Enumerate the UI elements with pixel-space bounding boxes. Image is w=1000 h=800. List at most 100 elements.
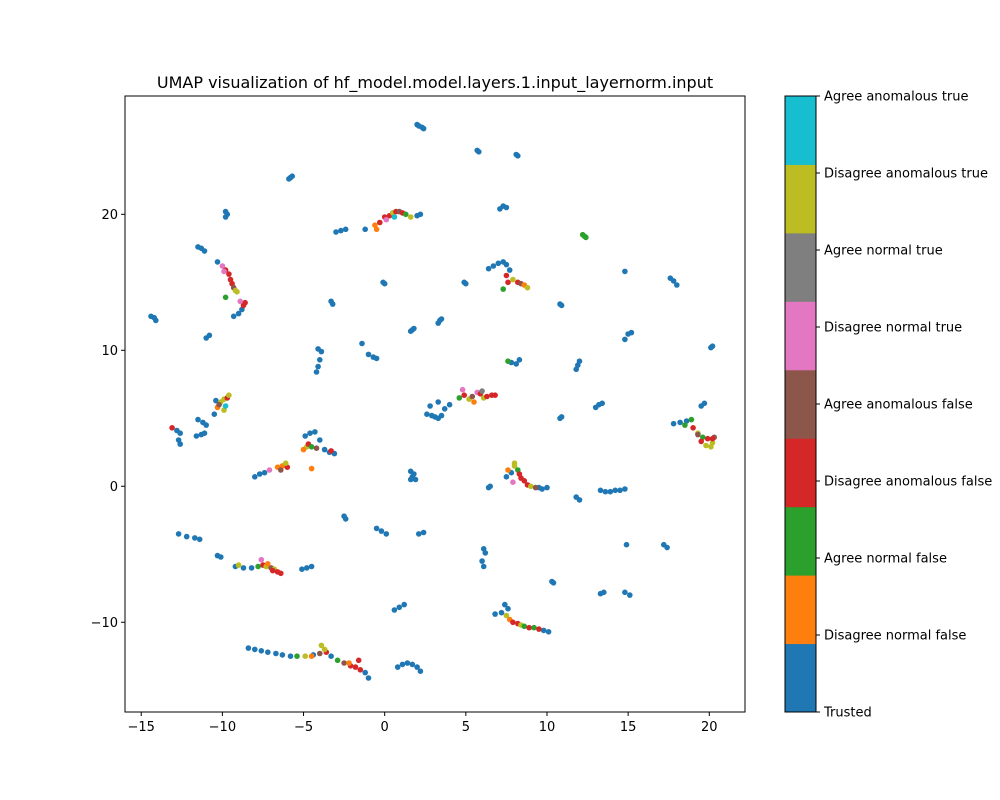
data-point-trusted <box>544 484 550 491</box>
data-point-trusted <box>153 317 159 324</box>
data-point-trusted <box>252 646 258 653</box>
data-point-trusted <box>404 660 411 666</box>
x-tick-label: 15 <box>620 720 637 735</box>
data-point-disagree-anomalous-true <box>234 289 240 295</box>
data-point-disagree-normal-false <box>308 653 315 659</box>
data-point-trusted <box>317 437 323 443</box>
data-point-trusted <box>599 400 605 407</box>
data-point-disagree-anomalous-false <box>242 299 248 306</box>
data-point-trusted <box>365 351 372 358</box>
data-point-trusted <box>211 411 218 418</box>
data-point-disagree-anomalous-true <box>524 284 531 291</box>
data-point-disagree-anomalous-false <box>278 570 284 577</box>
data-point-trusted <box>365 675 372 681</box>
data-point-agree-normal-false <box>521 623 528 630</box>
data-point-disagree-anomalous-true <box>511 460 518 467</box>
data-point-disagree-normal-false <box>346 660 352 666</box>
data-point-trusted <box>607 488 614 495</box>
data-point-trusted <box>622 589 628 596</box>
data-point-agree-anomalous-false <box>341 660 347 666</box>
data-point-trusted <box>698 403 704 409</box>
data-point-disagree-anomalous-false <box>698 438 704 445</box>
data-point-disagree-normal-false <box>373 226 380 233</box>
data-point-trusted <box>201 248 208 254</box>
data-point-trusted <box>383 531 390 537</box>
colorbar-label: Agree normal true <box>824 244 943 259</box>
data-point-trusted <box>503 474 510 480</box>
colorbar-segment <box>785 96 816 165</box>
data-point-trusted <box>480 563 487 570</box>
data-point-disagree-anomalous-false <box>505 279 511 286</box>
data-point-trusted <box>446 401 453 408</box>
data-point-trusted <box>576 497 583 503</box>
data-point-disagree-anomalous-false <box>269 567 276 574</box>
data-point-trusted <box>612 487 618 494</box>
data-point-disagree-anomalous-true <box>528 483 534 490</box>
data-point-trusted <box>420 125 427 132</box>
data-point-trusted <box>539 486 545 492</box>
data-point-disagree-anomalous-true <box>703 442 709 449</box>
data-point-disagree-anomalous-false <box>503 272 510 279</box>
data-point-trusted <box>597 487 604 494</box>
data-point-disagree-anomalous-false <box>357 667 364 673</box>
data-point-trusted <box>313 369 320 375</box>
data-point-trusted <box>362 669 369 676</box>
data-point-trusted <box>417 211 424 218</box>
data-point-disagree-anomalous-false <box>516 471 523 477</box>
data-point-trusted <box>482 550 489 556</box>
data-point-trusted <box>411 325 417 332</box>
chart-title: UMAP visualization of hf_model.model.lay… <box>157 73 713 93</box>
data-point-trusted <box>373 355 380 362</box>
data-point-trusted <box>515 153 521 159</box>
data-point-trusted <box>183 533 190 540</box>
colorbar-label: Disagree normal true <box>824 321 962 336</box>
data-point-disagree-normal-false <box>308 465 315 472</box>
data-point-agree-anomalous-false <box>317 650 323 657</box>
data-point-trusted <box>245 645 252 651</box>
data-point-trusted <box>222 208 229 215</box>
data-point-trusted <box>338 227 344 234</box>
data-point-disagree-normal-true <box>266 467 273 473</box>
data-point-trusted <box>289 173 296 179</box>
y-tick-label: 0 <box>110 480 118 495</box>
data-point-agree-normal-false <box>505 358 511 365</box>
data-point-disagree-anomalous-true <box>318 642 325 649</box>
colorbar-segment <box>785 301 816 371</box>
data-point-trusted <box>622 268 628 275</box>
data-point-disagree-normal-true <box>221 268 227 275</box>
data-point-disagree-anomalous-false <box>704 435 711 442</box>
data-point-trusted <box>550 580 557 586</box>
data-point-trusted <box>664 544 670 551</box>
data-point-trusted <box>622 486 628 492</box>
data-point-agree-anomalous-false <box>469 393 476 400</box>
data-point-disagree-normal-false <box>505 467 511 473</box>
data-point-agree-normal-false <box>294 653 300 659</box>
data-point-trusted <box>540 627 547 634</box>
data-point-trusted <box>396 604 403 611</box>
data-point-disagree-anomalous-false <box>352 664 359 670</box>
data-point-disagree-anomalous-false <box>709 435 716 442</box>
x-tick-label: 10 <box>539 720 556 735</box>
data-point-trusted <box>435 399 442 405</box>
colorbar-segment <box>785 438 816 508</box>
data-point-disagree-anomalous-false <box>690 425 696 431</box>
data-point-agree-normal-false <box>456 395 463 401</box>
data-point-disagree-anomalous-false <box>169 425 175 431</box>
data-point-disagree-normal-true <box>510 479 516 486</box>
data-point-trusted <box>391 607 398 613</box>
data-point-agree-normal-false <box>334 657 341 664</box>
data-point-agree-normal-true <box>479 388 485 394</box>
data-point-trusted <box>203 422 209 428</box>
data-point-disagree-anomalous-true <box>708 444 714 450</box>
data-point-disagree-anomalous-false <box>226 271 232 277</box>
data-point-trusted <box>558 302 565 309</box>
data-point-disagree-anomalous-false <box>484 393 490 400</box>
data-point-trusted <box>317 357 323 363</box>
data-point-trusted <box>261 469 268 476</box>
data-point-trusted <box>299 566 305 572</box>
y-tick-label: −10 <box>91 616 118 631</box>
colorbar-label: Trusted <box>823 706 872 721</box>
data-point-disagree-anomalous-true <box>282 460 289 467</box>
data-point-trusted <box>342 226 349 233</box>
data-point-trusted <box>476 149 482 155</box>
